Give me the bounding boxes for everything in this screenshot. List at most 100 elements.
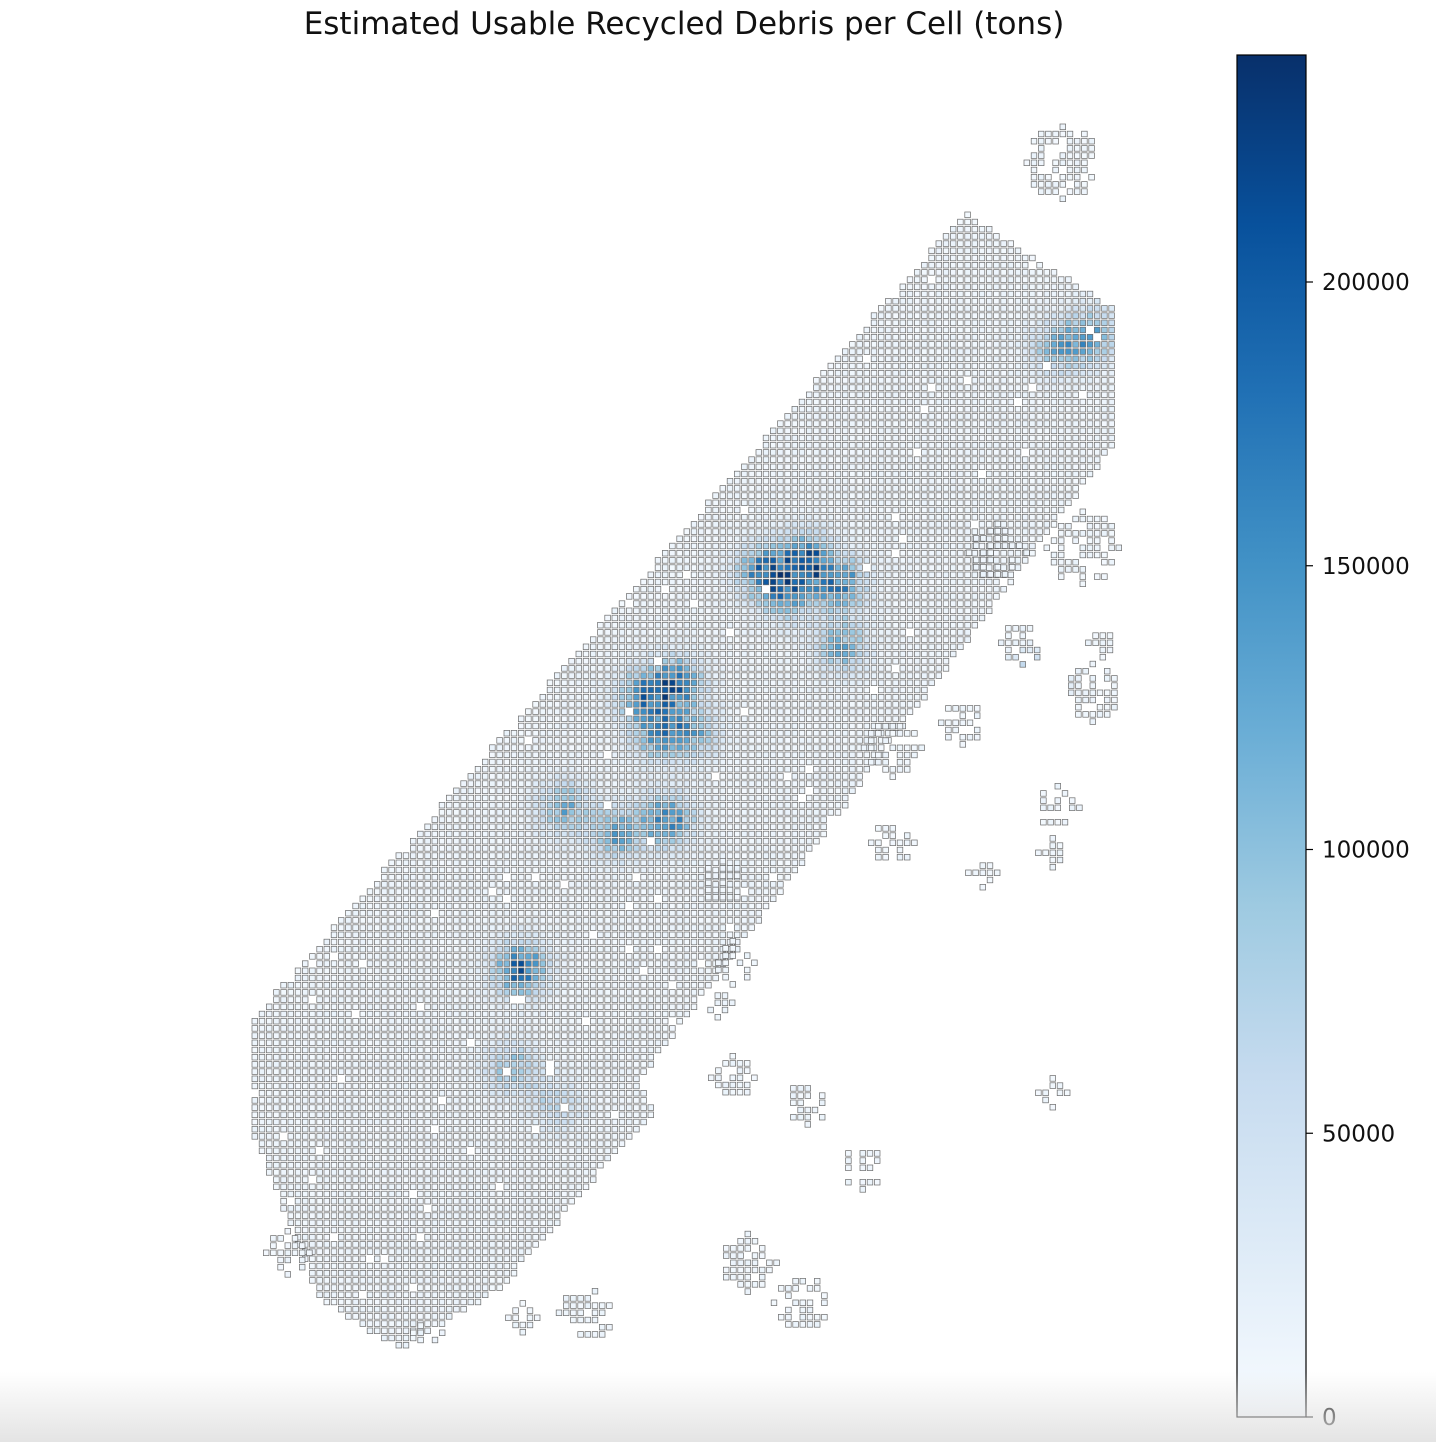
grid-cell bbox=[1007, 348, 1014, 355]
grid-cell bbox=[676, 593, 683, 600]
grid-cell bbox=[618, 967, 626, 974]
grid-cell bbox=[669, 902, 676, 910]
grid-cell bbox=[741, 809, 748, 816]
grid-cell bbox=[849, 550, 856, 557]
grid-cell bbox=[568, 802, 575, 809]
grid-cell bbox=[482, 974, 489, 982]
grid-cell bbox=[935, 499, 942, 506]
grid-cell bbox=[734, 470, 741, 478]
grid-cell bbox=[539, 974, 546, 982]
grid-cell bbox=[892, 557, 899, 564]
grid-cell bbox=[698, 787, 705, 794]
grid-cell bbox=[662, 665, 669, 672]
grid-cell bbox=[582, 866, 590, 874]
grid-cell bbox=[777, 499, 784, 506]
grid-cell bbox=[870, 672, 878, 679]
grid-cell bbox=[482, 780, 489, 787]
grid-cell bbox=[993, 377, 1000, 384]
grid-cell bbox=[950, 370, 957, 377]
grid-cell bbox=[1043, 377, 1050, 384]
grid-cell bbox=[899, 701, 906, 708]
grid-cell bbox=[726, 643, 734, 650]
grid-cell bbox=[734, 924, 741, 931]
grid-cell bbox=[590, 751, 597, 758]
grid-cell bbox=[1050, 298, 1058, 305]
grid-cell bbox=[1094, 341, 1101, 348]
grid-cell bbox=[597, 773, 604, 780]
grid-cell bbox=[993, 492, 1000, 499]
grid-cell bbox=[986, 290, 993, 298]
grid-cell bbox=[870, 708, 878, 715]
grid-cell bbox=[654, 931, 662, 938]
grid-cell bbox=[546, 910, 554, 917]
grid-cell bbox=[957, 341, 964, 348]
grid-cell bbox=[568, 708, 575, 715]
grid-cell bbox=[676, 845, 683, 852]
grid-cell bbox=[496, 845, 503, 852]
grid-cell bbox=[1043, 276, 1050, 283]
grid-cell bbox=[669, 773, 676, 780]
grid-cell bbox=[813, 694, 820, 701]
grid-cell bbox=[978, 362, 986, 370]
grid-cell bbox=[964, 535, 971, 542]
grid-cell bbox=[647, 852, 654, 859]
grid-cell bbox=[899, 679, 906, 686]
grid-cell bbox=[359, 931, 366, 938]
grid-cell bbox=[856, 758, 863, 766]
grid-cell bbox=[986, 492, 993, 499]
grid-cell bbox=[1058, 348, 1065, 355]
grid-cell bbox=[827, 456, 834, 463]
grid-cell bbox=[453, 946, 460, 953]
grid-cell bbox=[834, 787, 842, 794]
grid-cell bbox=[546, 715, 554, 722]
grid-cell bbox=[395, 924, 402, 931]
grid-cell bbox=[849, 751, 856, 758]
grid-cell bbox=[698, 730, 705, 737]
grid-cell bbox=[352, 902, 359, 910]
grid-cell bbox=[978, 499, 986, 506]
grid-cell bbox=[654, 694, 662, 701]
grid-cell bbox=[1007, 499, 1014, 506]
grid-cell bbox=[978, 298, 986, 305]
grid-cell bbox=[741, 866, 748, 874]
grid-cell bbox=[777, 787, 784, 794]
grid-cell bbox=[388, 902, 395, 910]
grid-cell bbox=[705, 838, 712, 845]
grid-cell bbox=[712, 823, 719, 830]
grid-cell bbox=[546, 924, 554, 931]
grid-cell bbox=[554, 701, 561, 708]
grid-cell bbox=[698, 838, 705, 845]
grid-cell bbox=[554, 874, 561, 881]
grid-cell bbox=[690, 535, 698, 542]
grid-cell bbox=[971, 283, 978, 290]
grid-cell bbox=[467, 946, 474, 953]
grid-cell bbox=[986, 456, 993, 463]
grid-cell bbox=[770, 542, 777, 550]
grid-cell bbox=[712, 650, 719, 658]
grid-cell bbox=[914, 528, 921, 535]
grid-cell bbox=[777, 830, 784, 838]
grid-cell bbox=[806, 521, 813, 528]
grid-cell bbox=[626, 722, 633, 730]
grid-cell bbox=[1043, 456, 1050, 463]
grid-cell bbox=[575, 780, 582, 787]
grid-cell bbox=[604, 859, 611, 866]
grid-cell bbox=[813, 751, 820, 758]
grid-cell bbox=[942, 456, 950, 463]
grid-cell bbox=[460, 845, 467, 852]
grid-cell bbox=[986, 391, 993, 398]
grid-cell bbox=[669, 830, 676, 838]
grid-cell bbox=[712, 902, 719, 910]
grid-cell bbox=[827, 787, 834, 794]
grid-cell bbox=[784, 830, 791, 838]
grid-cell bbox=[597, 643, 604, 650]
grid-cell bbox=[726, 758, 734, 766]
grid-cell bbox=[1065, 406, 1072, 413]
grid-cell bbox=[345, 967, 352, 974]
grid-cell bbox=[755, 485, 762, 492]
grid-cell bbox=[986, 413, 993, 420]
grid-cell bbox=[899, 434, 906, 442]
grid-cell bbox=[1022, 514, 1029, 521]
grid-cell bbox=[806, 607, 813, 614]
grid-cell bbox=[662, 766, 669, 773]
